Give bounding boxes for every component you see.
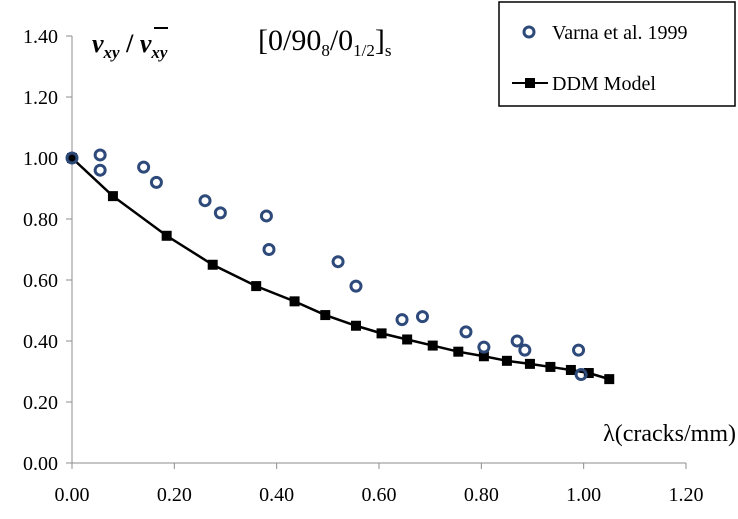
x-tick-label: 0.80 (464, 484, 499, 506)
legend: Varna et al. 1999 DDM Model (498, 1, 736, 107)
ddm-model-point (453, 346, 464, 357)
y-tick-label: 1.00 (23, 148, 58, 170)
y-tick-label: 1.20 (23, 87, 58, 109)
varna-data-point (198, 194, 212, 208)
y-tick-label: 0.00 (23, 453, 58, 475)
chart-title: [0/908/01/2]s (258, 24, 392, 60)
ddm-model-point (67, 153, 77, 163)
varna-data-point (213, 206, 227, 220)
x-ticks: 0.00 0.20 0.40 0.60 0.80 1.00 1.20 (55, 463, 704, 506)
ddm-model-point (478, 351, 489, 362)
varna-data-point (259, 209, 273, 223)
y-tick-label: 0.80 (23, 209, 58, 231)
varna-data-point (574, 368, 588, 382)
y-tick-label: 0.20 (23, 392, 58, 414)
varna-series (65, 148, 588, 382)
ddm-model-series (67, 153, 615, 385)
x-tick-label: 0.40 (259, 484, 294, 506)
ddm-model-point (427, 340, 438, 351)
ddm-model-point (107, 191, 118, 202)
varna-data-point (137, 160, 151, 174)
title-sub-3: s (385, 41, 392, 60)
varna-data-point (510, 334, 524, 348)
title-base: [0/90 (258, 24, 321, 57)
title-sub-1: 8 (321, 41, 330, 60)
varna-data-point (415, 310, 429, 324)
y-label-sub1: xy (103, 43, 121, 62)
varna-data-point (518, 343, 532, 357)
ddm-model-point (545, 361, 556, 372)
legend-varna-marker (522, 25, 536, 39)
title-sub-2: 1/2 (353, 41, 375, 60)
varna-data-point (93, 148, 107, 162)
y-ticks: 0.00 0.20 0.40 0.60 0.80 1.00 1.20 1.40 (23, 26, 72, 475)
ddm-model-point (376, 328, 387, 339)
x-tick-label: 1.20 (669, 484, 704, 506)
y-axis-label: vxy / vxy (92, 29, 168, 62)
ddm-model-point (207, 259, 218, 270)
ddm-model-point (161, 230, 172, 241)
varna-data-point (93, 163, 107, 177)
ddm-model-point (289, 296, 300, 307)
x-axis-label: λ(cracks/mm) (603, 421, 736, 447)
ddm-model-point (251, 281, 262, 292)
legend-ddm-label: DDM Model (552, 73, 656, 95)
varna-data-point (331, 255, 345, 269)
title-end: ] (375, 24, 385, 57)
y-tick-label: 1.40 (23, 26, 58, 48)
varna-data-point (477, 340, 491, 354)
varna-data-point (395, 313, 409, 327)
y-tick-label: 0.60 (23, 270, 58, 292)
x-tick-label: 0.20 (157, 484, 192, 506)
varna-data-point (65, 151, 79, 165)
ddm-model-point (583, 368, 594, 379)
legend-varna-label: Varna et al. 1999 (552, 22, 688, 44)
y-tick-label: 0.40 (23, 331, 58, 353)
title-mid: /0 (330, 24, 353, 57)
y-label-separator: / (120, 29, 140, 58)
legend-ddm-marker (525, 78, 535, 88)
y-label-sub2: xy (150, 43, 168, 62)
ddm-model-point (565, 364, 576, 375)
ddm-model-point (402, 334, 413, 345)
x-tick-label: 0.00 (55, 484, 90, 506)
y-label-v1: v (92, 29, 104, 58)
x-tick-label: 1.00 (566, 484, 601, 506)
varna-data-point (572, 343, 586, 357)
x-tick-label: 0.60 (362, 484, 397, 506)
varna-data-point (262, 243, 276, 256)
ddm-model-point (524, 358, 535, 369)
ddm-model-point (604, 374, 615, 385)
varna-data-point (349, 279, 363, 293)
ddm-model-point (501, 355, 512, 366)
ddm-model-point (350, 320, 361, 331)
y-label-v2: v (140, 29, 152, 58)
ddm-model-point (320, 310, 331, 321)
varna-data-point (149, 175, 163, 189)
varna-data-point (459, 325, 473, 339)
legend-box (498, 1, 736, 107)
